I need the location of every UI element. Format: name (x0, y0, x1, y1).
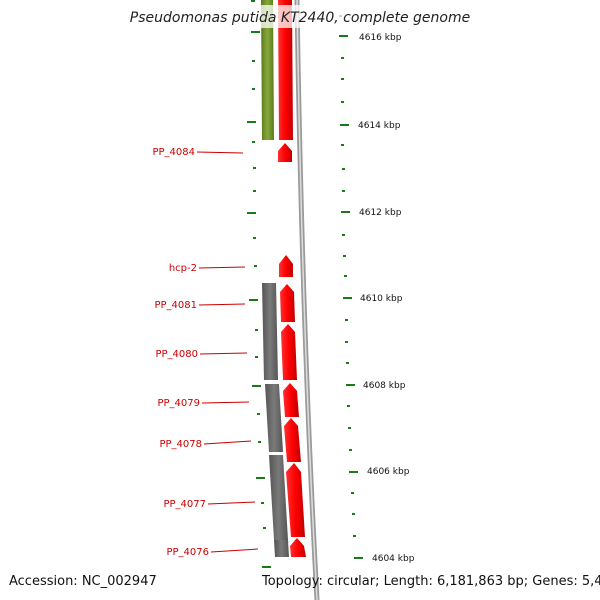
kbp-labels: 4616 kbp 4614 kbp 4612 kbp 4610 kbp 4608… (356, 30, 416, 565)
inner-tick-column (247, 0, 271, 568)
gene-arrow-pp4077[interactable] (286, 463, 305, 537)
leader-line (198, 266, 246, 269)
gene-label-pp4080[interactable]: PP_4080 (155, 349, 198, 360)
kbp-label-4612: 4612 kbp (359, 208, 402, 218)
gene-label-pp4078[interactable]: PP_4078 (159, 439, 202, 450)
gene-label-pp4081[interactable]: PP_4081 (154, 300, 197, 311)
homolog-block-gray (262, 283, 278, 380)
page-title: Pseudomonas putida KT2440, complete geno… (130, 10, 470, 26)
leader-line (201, 401, 250, 404)
kbp-label-4608: 4608 kbp (363, 381, 406, 391)
leader-line (199, 352, 248, 355)
gene-labels: PP_4084 hcp-2 PP_4081 PP_4080 PP_4079 PP… (152, 147, 259, 558)
homolog-block-olive (261, 0, 274, 140)
gene-track (278, 0, 306, 557)
kbp-label-4610: 4610 kbp (360, 294, 403, 304)
gene-arrow-hcp2[interactable] (279, 255, 293, 277)
gene-arrow-pp4081[interactable] (280, 284, 295, 322)
kbp-label-4614: 4614 kbp (358, 121, 401, 131)
kbp-label-4604: 4604 kbp (372, 554, 415, 564)
backbone-arc (294, 0, 320, 600)
homolog-block-gray (265, 384, 283, 452)
gene-arrow-pp4080[interactable] (281, 324, 297, 380)
homolog-block-gray (269, 455, 288, 540)
title-group: Pseudomonas putida KT2440, complete geno… (124, 5, 476, 28)
kbp-label-4616: 4616 kbp (359, 33, 402, 43)
topology-text: Topology: circular; Length: 6,181,863 bp… (262, 574, 600, 589)
homolog-track-gray (262, 283, 289, 557)
kbp-label-4606: 4606 kbp (367, 467, 410, 477)
leader-line (203, 440, 252, 445)
gene-label-pp4077[interactable]: PP_4077 (163, 499, 206, 510)
leader-line (207, 501, 256, 505)
gene-arrow-pp4084[interactable] (278, 143, 292, 162)
gene-label-pp4079[interactable]: PP_4079 (157, 398, 200, 409)
gene-label-pp4076[interactable]: PP_4076 (166, 547, 209, 558)
gene-arrow-pp4078[interactable] (284, 418, 301, 462)
gene-label-pp4084[interactable]: PP_4084 (152, 147, 195, 158)
outer-tick-column (339, 15, 363, 580)
gene-arrow-pp4076[interactable] (290, 538, 306, 557)
gene-label-hcp2[interactable]: hcp-2 (169, 263, 197, 274)
gene-arrow-upstream[interactable] (278, 0, 293, 140)
homolog-block-gray (274, 540, 289, 557)
leader-line (210, 548, 259, 553)
leader-line (196, 151, 244, 154)
leader-line (198, 303, 246, 306)
accession-text: Accession: NC_002947 (9, 574, 157, 589)
gene-arrow-pp4079[interactable] (283, 383, 299, 417)
